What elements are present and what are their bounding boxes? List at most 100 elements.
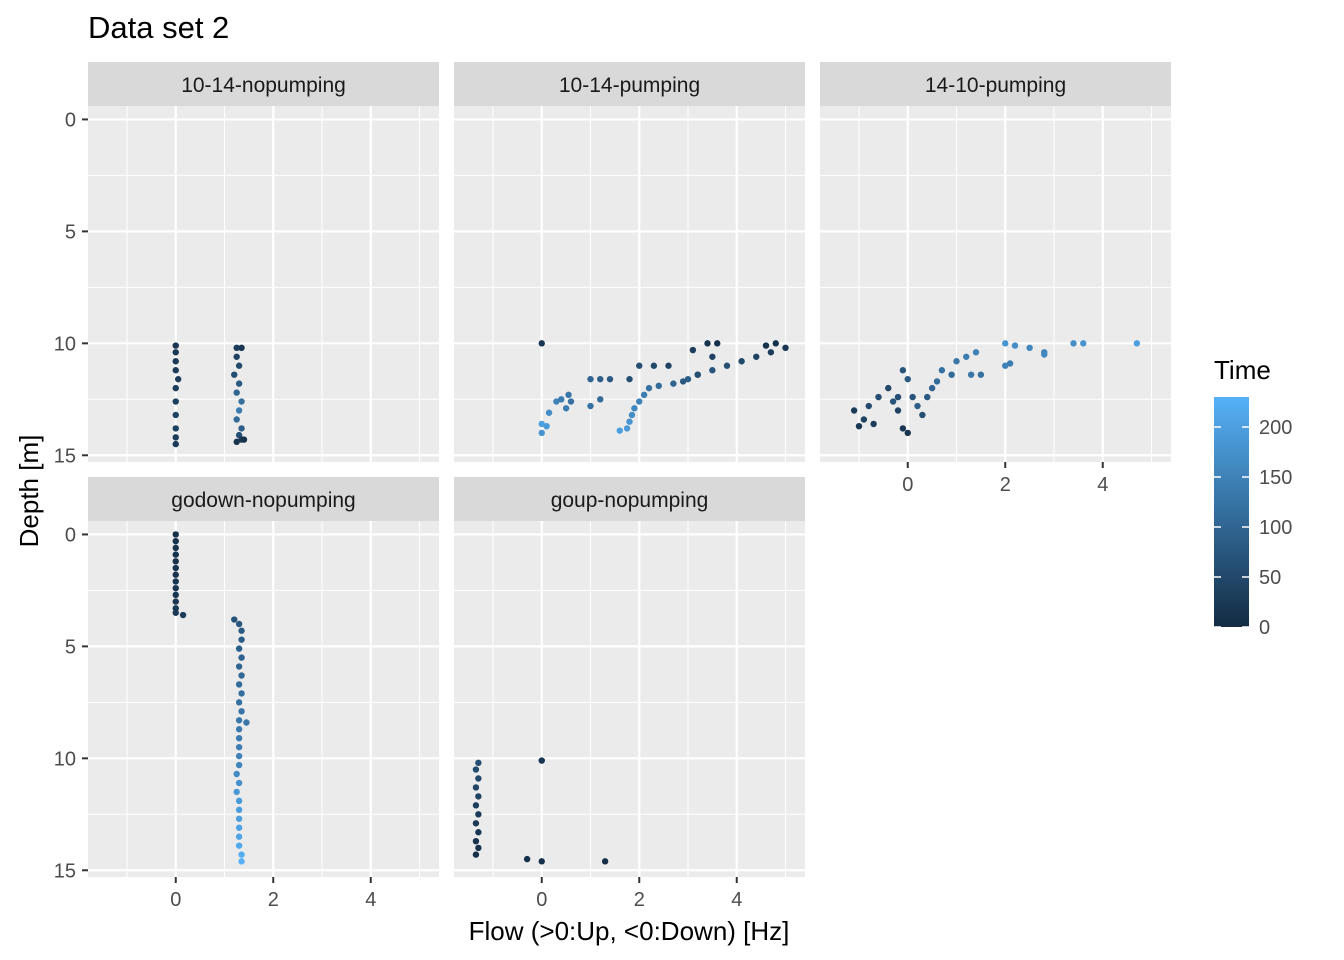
data-point: [558, 396, 565, 403]
data-point: [172, 571, 179, 578]
x-tick-label: 2: [634, 889, 645, 911]
facet-label: 10-14-pumping: [559, 74, 700, 97]
data-point: [597, 396, 604, 403]
data-point: [238, 636, 245, 643]
data-point: [948, 371, 955, 378]
data-point: [172, 349, 179, 356]
data-point: [172, 384, 179, 392]
data-point: [875, 393, 882, 401]
x-tick-label: 0: [536, 889, 547, 911]
data-point: [636, 362, 643, 369]
data-point: [235, 726, 243, 733]
data-point: [235, 717, 243, 724]
data-point: [1070, 340, 1077, 347]
data-point: [601, 858, 609, 865]
data-point: [238, 851, 245, 858]
data-point: [235, 699, 243, 706]
data-point: [235, 815, 243, 822]
data-point: [238, 344, 245, 352]
data-point: [597, 375, 604, 383]
data-point: [623, 425, 631, 432]
data-point: [235, 380, 243, 387]
data-point: [233, 788, 240, 796]
facet-strip-godown-nopumping: [88, 477, 439, 521]
facet-label: 10-14-nopumping: [181, 74, 346, 97]
data-point: [523, 855, 531, 863]
data-point: [231, 616, 238, 623]
chart-title: Data set 2: [88, 10, 230, 45]
y-tick-label: 15: [54, 445, 76, 467]
data-point: [235, 681, 243, 688]
data-point: [235, 779, 243, 787]
data-point: [1002, 340, 1009, 347]
data-point: [636, 398, 643, 405]
x-tick-label: 0: [170, 889, 181, 911]
data-point: [870, 420, 877, 428]
data-point: [472, 837, 480, 845]
data-point: [538, 858, 545, 865]
data-point: [233, 416, 240, 423]
colorbar-tick-label: 50: [1259, 567, 1281, 589]
data-point: [606, 375, 614, 383]
data-point: [172, 578, 179, 585]
data-point: [472, 766, 480, 773]
data-point: [631, 405, 638, 412]
facet-label: 14-10-pumping: [925, 74, 1066, 97]
data-point: [238, 654, 245, 661]
data-point: [899, 425, 907, 432]
data-point: [174, 375, 182, 383]
data-point: [472, 784, 480, 791]
y-tick-label: 5: [65, 221, 76, 243]
data-point: [233, 344, 240, 352]
data-point: [889, 398, 897, 405]
data-point: [738, 358, 745, 365]
data-point: [179, 611, 187, 619]
data-point: [238, 858, 245, 865]
data-point: [1041, 351, 1048, 358]
data-point: [704, 340, 711, 347]
data-point: [238, 627, 245, 634]
data-point: [172, 398, 179, 405]
facet-label: goup-nopumping: [551, 489, 709, 512]
data-point: [172, 367, 179, 374]
data-point: [235, 761, 243, 769]
data-point: [172, 558, 179, 565]
data-point: [909, 393, 916, 401]
data-point: [243, 719, 250, 726]
data-point: [472, 851, 480, 858]
data-point: [562, 405, 570, 412]
facet-strip-goup-nopumping: [454, 477, 805, 521]
panel-background: [454, 106, 805, 462]
data-point: [172, 434, 179, 441]
data-point: [865, 402, 872, 410]
data-point: [172, 564, 179, 572]
data-point: [172, 440, 179, 448]
data-point: [904, 375, 911, 383]
x-tick-label: 0: [902, 474, 913, 496]
data-point: [543, 422, 550, 430]
data-point: [640, 391, 648, 399]
data-point: [172, 591, 179, 599]
colorbar-tick-label: 0: [1259, 617, 1270, 639]
data-point: [235, 842, 243, 849]
data-point: [172, 605, 179, 612]
panel-background: [88, 106, 439, 462]
x-tick-label: 4: [365, 889, 376, 911]
data-point: [689, 346, 697, 354]
data-point: [753, 353, 760, 360]
data-point: [172, 544, 179, 552]
data-point: [1011, 342, 1019, 349]
data-point: [679, 378, 687, 385]
data-point: [238, 398, 245, 405]
y-tick-label: 10: [54, 748, 76, 770]
x-tick-label: 2: [1000, 474, 1011, 496]
data-point: [587, 402, 594, 410]
panel-background: [454, 521, 805, 877]
data-point: [172, 537, 179, 545]
data-point: [565, 391, 572, 399]
y-tick-label: 0: [65, 109, 76, 131]
x-tick-label: 2: [268, 889, 279, 911]
data-point: [914, 402, 921, 410]
data-point: [567, 398, 575, 405]
